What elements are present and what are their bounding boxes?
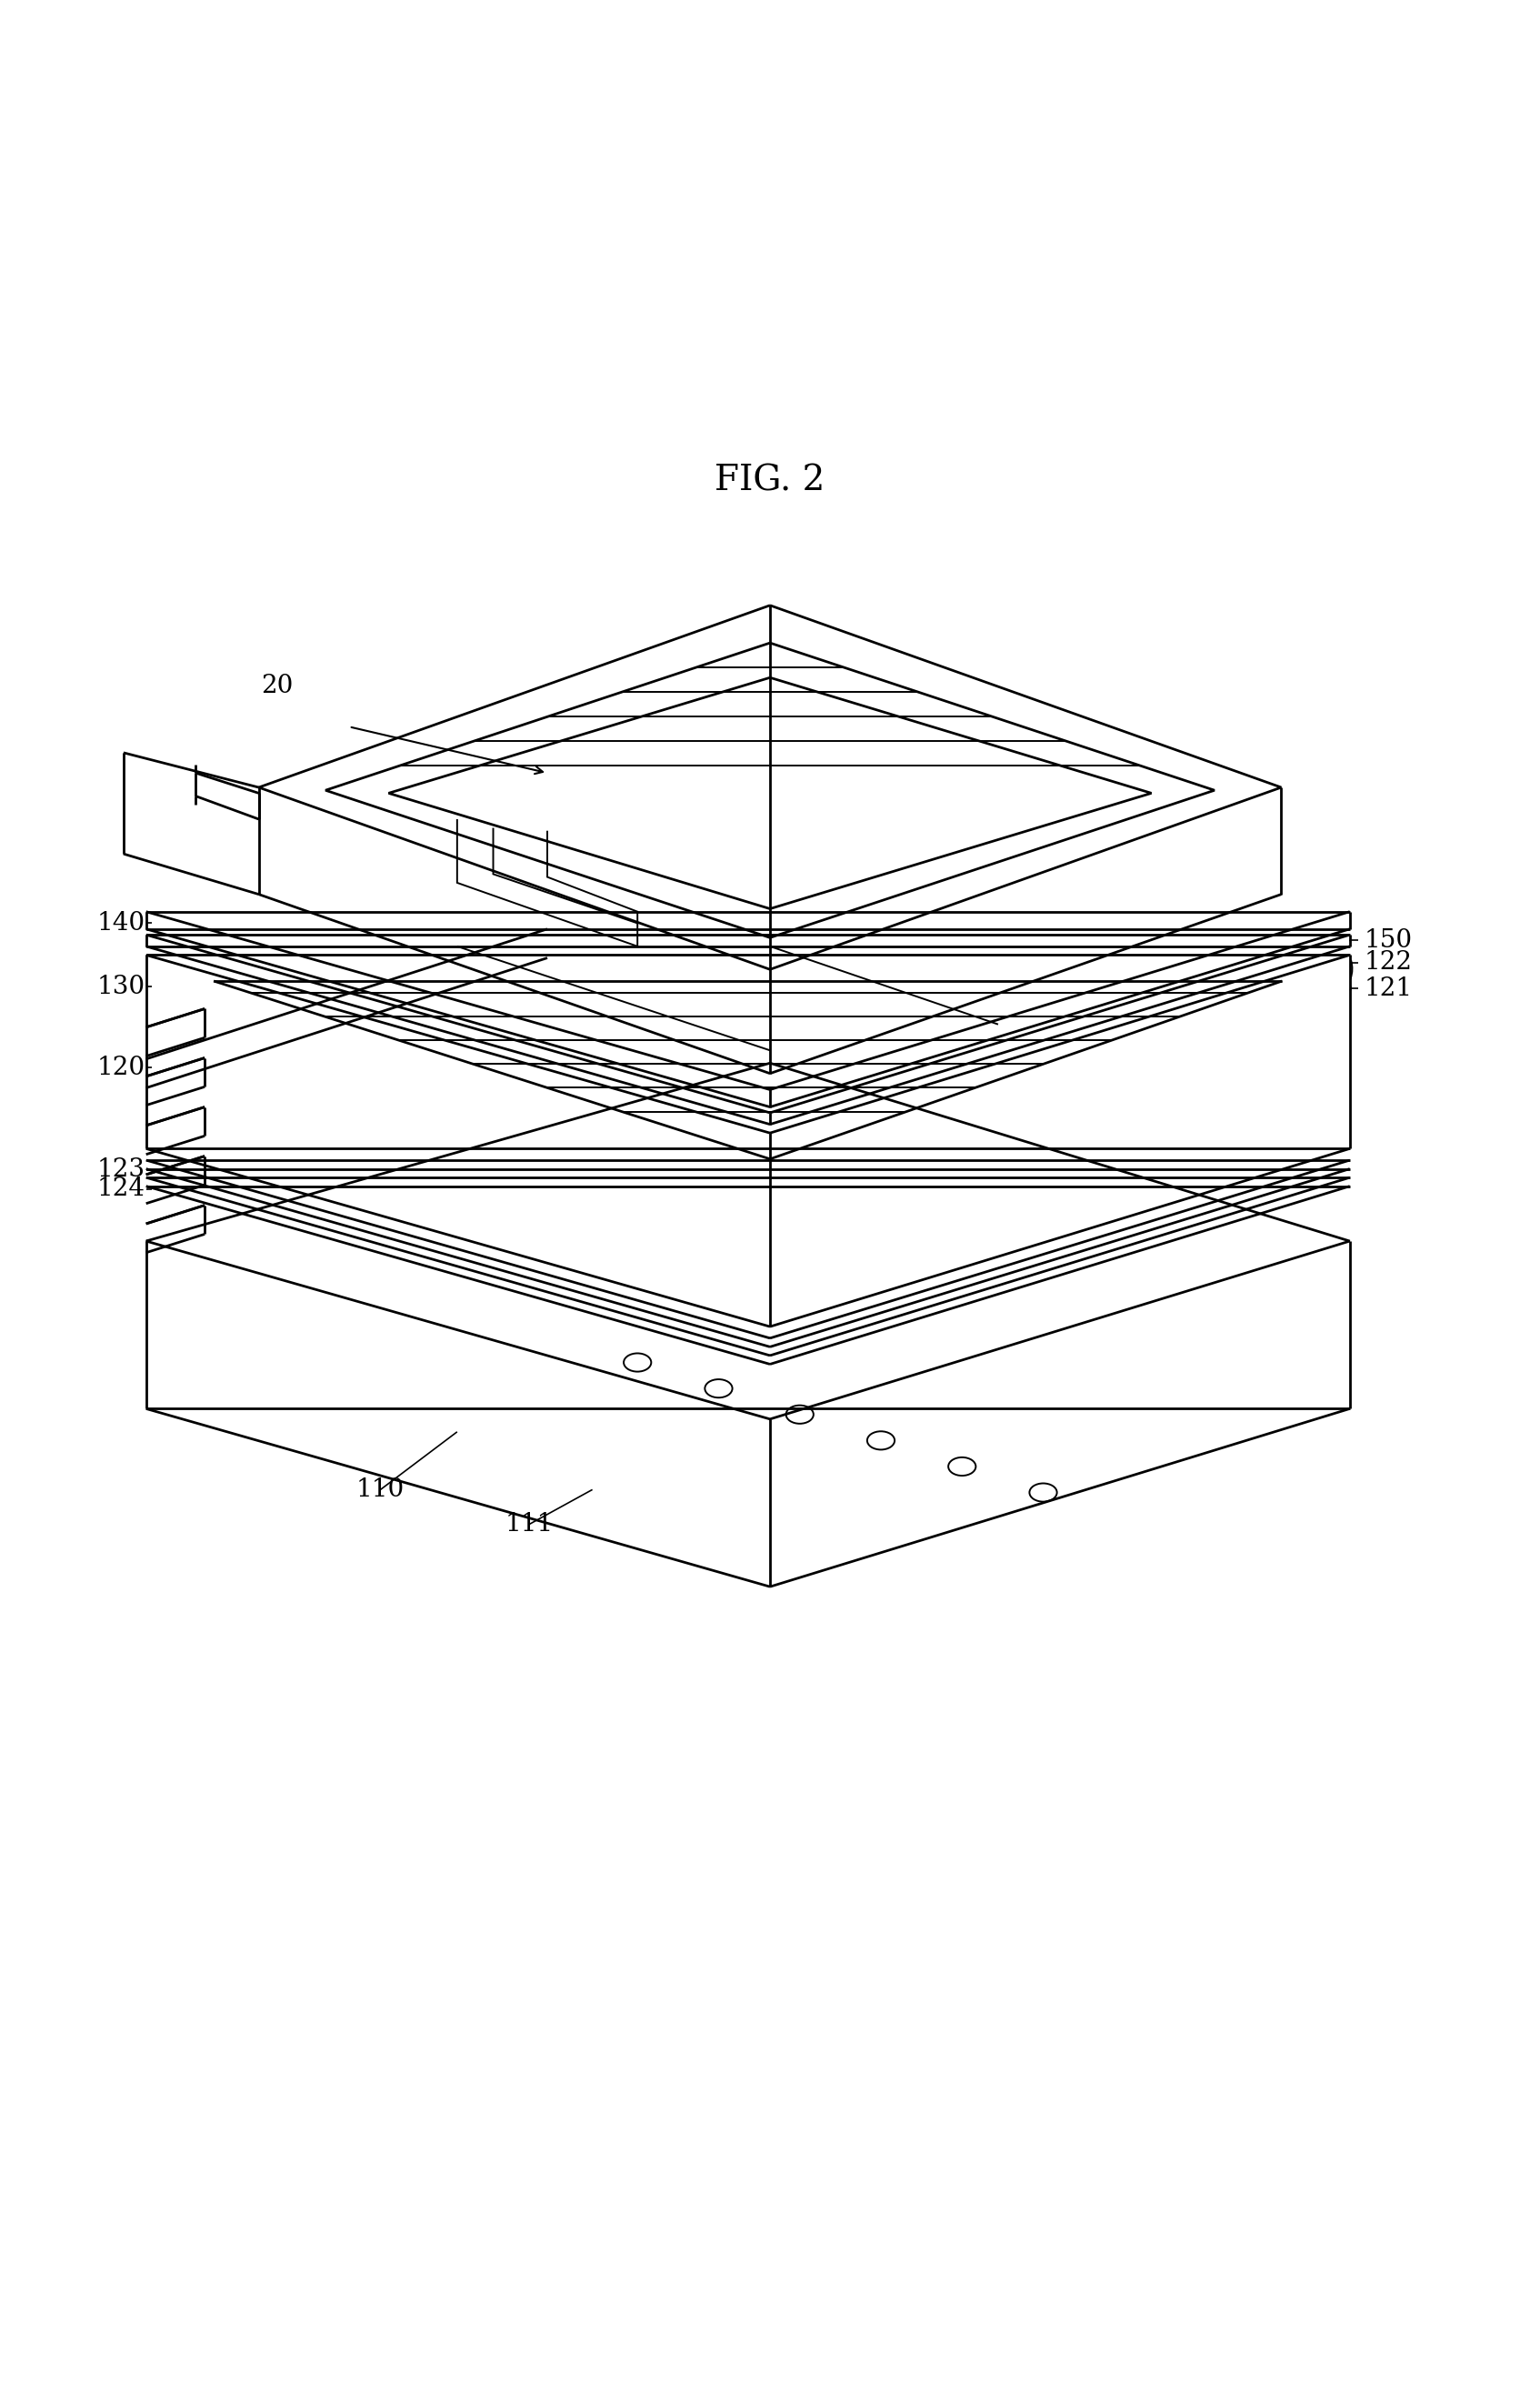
Text: 140: 140: [97, 911, 145, 935]
Text: 122: 122: [1364, 952, 1412, 976]
Text: 121: 121: [1364, 976, 1412, 1002]
Text: 110: 110: [356, 1478, 405, 1502]
Text: 111: 111: [505, 1511, 553, 1536]
Text: 150: 150: [1364, 928, 1412, 954]
Text: 123: 123: [97, 1158, 145, 1182]
Text: 120: 120: [97, 1055, 145, 1079]
Text: 124: 124: [97, 1177, 145, 1202]
Text: 130: 130: [97, 976, 145, 1000]
Text: 20: 20: [260, 673, 293, 699]
Text: FIG. 2: FIG. 2: [715, 464, 825, 497]
